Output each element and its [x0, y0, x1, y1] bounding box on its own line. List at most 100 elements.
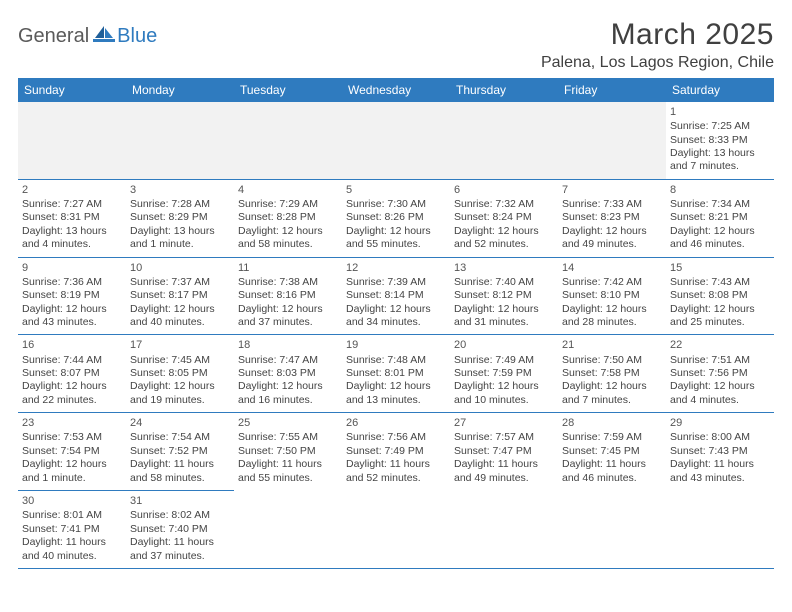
sunrise-text: Sunrise: 7:51 AM — [670, 354, 770, 367]
daylight-text: Daylight: 12 hours and 10 minutes. — [454, 380, 554, 407]
sunset-text: Sunset: 8:17 PM — [130, 289, 230, 302]
day-number: 13 — [454, 261, 554, 275]
page-title: March 2025 — [541, 18, 774, 52]
sunset-text: Sunset: 8:19 PM — [22, 289, 122, 302]
daylight-text: Daylight: 12 hours and 22 minutes. — [22, 380, 122, 407]
sunrise-text: Sunrise: 7:28 AM — [130, 198, 230, 211]
daylight-text: Daylight: 12 hours and 25 minutes. — [670, 303, 770, 330]
calendar-cell-empty — [450, 102, 558, 179]
calendar-cell: 25Sunrise: 7:55 AMSunset: 7:50 PMDayligh… — [234, 413, 342, 491]
day-number: 1 — [670, 105, 770, 119]
daylight-text: Daylight: 11 hours and 43 minutes. — [670, 458, 770, 485]
sunset-text: Sunset: 7:54 PM — [22, 445, 122, 458]
calendar-cell: 7Sunrise: 7:33 AMSunset: 8:23 PMDaylight… — [558, 179, 666, 257]
sunset-text: Sunset: 7:59 PM — [454, 367, 554, 380]
calendar-cell-empty — [450, 491, 558, 569]
day-number: 17 — [130, 338, 230, 352]
calendar-cell: 1Sunrise: 7:25 AMSunset: 8:33 PMDaylight… — [666, 102, 774, 179]
sunrise-text: Sunrise: 7:57 AM — [454, 431, 554, 444]
sunrise-text: Sunrise: 7:59 AM — [562, 431, 662, 444]
sunset-text: Sunset: 8:29 PM — [130, 211, 230, 224]
weekday-header: Monday — [126, 78, 234, 102]
calendar-cell-empty — [126, 102, 234, 179]
daylight-text: Daylight: 12 hours and 4 minutes. — [670, 380, 770, 407]
day-number: 8 — [670, 183, 770, 197]
sunset-text: Sunset: 8:28 PM — [238, 211, 338, 224]
calendar-cell: 30Sunrise: 8:01 AMSunset: 7:41 PMDayligh… — [18, 491, 126, 569]
sunrise-text: Sunrise: 7:33 AM — [562, 198, 662, 211]
sunset-text: Sunset: 8:07 PM — [22, 367, 122, 380]
calendar-cell-empty — [234, 102, 342, 179]
calendar-cell: 15Sunrise: 7:43 AMSunset: 8:08 PMDayligh… — [666, 257, 774, 335]
sunrise-text: Sunrise: 8:01 AM — [22, 509, 122, 522]
day-number: 7 — [562, 183, 662, 197]
sunset-text: Sunset: 7:50 PM — [238, 445, 338, 458]
calendar-cell-empty — [558, 491, 666, 569]
calendar-cell-empty — [342, 491, 450, 569]
sunrise-text: Sunrise: 7:29 AM — [238, 198, 338, 211]
calendar-cell: 31Sunrise: 8:02 AMSunset: 7:40 PMDayligh… — [126, 491, 234, 569]
day-number: 19 — [346, 338, 446, 352]
day-number: 10 — [130, 261, 230, 275]
calendar-cell: 2Sunrise: 7:27 AMSunset: 8:31 PMDaylight… — [18, 179, 126, 257]
calendar-cell: 23Sunrise: 7:53 AMSunset: 7:54 PMDayligh… — [18, 413, 126, 491]
weekday-header: Thursday — [450, 78, 558, 102]
day-number: 20 — [454, 338, 554, 352]
sunrise-text: Sunrise: 7:37 AM — [130, 276, 230, 289]
day-number: 26 — [346, 416, 446, 430]
sunset-text: Sunset: 7:52 PM — [130, 445, 230, 458]
daylight-text: Daylight: 11 hours and 58 minutes. — [130, 458, 230, 485]
logo-text-blue: Blue — [117, 25, 157, 48]
calendar-row: 2Sunrise: 7:27 AMSunset: 8:31 PMDaylight… — [18, 179, 774, 257]
header: General Blue March 2025 Palena, Los Lago… — [18, 18, 774, 72]
calendar-table: SundayMondayTuesdayWednesdayThursdayFrid… — [18, 78, 774, 569]
calendar-row: 30Sunrise: 8:01 AMSunset: 7:41 PMDayligh… — [18, 491, 774, 569]
daylight-text: Daylight: 12 hours and 43 minutes. — [22, 303, 122, 330]
sunrise-text: Sunrise: 7:45 AM — [130, 354, 230, 367]
calendar-cell: 14Sunrise: 7:42 AMSunset: 8:10 PMDayligh… — [558, 257, 666, 335]
day-number: 25 — [238, 416, 338, 430]
daylight-text: Daylight: 13 hours and 7 minutes. — [670, 147, 770, 174]
weekday-header: Wednesday — [342, 78, 450, 102]
sunset-text: Sunset: 8:33 PM — [670, 134, 770, 147]
calendar-cell: 11Sunrise: 7:38 AMSunset: 8:16 PMDayligh… — [234, 257, 342, 335]
calendar-cell: 17Sunrise: 7:45 AMSunset: 8:05 PMDayligh… — [126, 335, 234, 413]
day-number: 6 — [454, 183, 554, 197]
daylight-text: Daylight: 12 hours and 58 minutes. — [238, 225, 338, 252]
sunset-text: Sunset: 7:47 PM — [454, 445, 554, 458]
sunrise-text: Sunrise: 7:49 AM — [454, 354, 554, 367]
daylight-text: Daylight: 12 hours and 37 minutes. — [238, 303, 338, 330]
sunset-text: Sunset: 7:56 PM — [670, 367, 770, 380]
calendar-cell: 5Sunrise: 7:30 AMSunset: 8:26 PMDaylight… — [342, 179, 450, 257]
sunset-text: Sunset: 8:16 PM — [238, 289, 338, 302]
calendar-cell: 4Sunrise: 7:29 AMSunset: 8:28 PMDaylight… — [234, 179, 342, 257]
daylight-text: Daylight: 11 hours and 52 minutes. — [346, 458, 446, 485]
weekday-header: Saturday — [666, 78, 774, 102]
daylight-text: Daylight: 12 hours and 55 minutes. — [346, 225, 446, 252]
day-number: 30 — [22, 494, 122, 508]
calendar-cell: 3Sunrise: 7:28 AMSunset: 8:29 PMDaylight… — [126, 179, 234, 257]
sunrise-text: Sunrise: 7:36 AM — [22, 276, 122, 289]
daylight-text: Daylight: 12 hours and 13 minutes. — [346, 380, 446, 407]
sunrise-text: Sunrise: 7:54 AM — [130, 431, 230, 444]
daylight-text: Daylight: 12 hours and 28 minutes. — [562, 303, 662, 330]
sunset-text: Sunset: 8:08 PM — [670, 289, 770, 302]
day-number: 4 — [238, 183, 338, 197]
daylight-text: Daylight: 12 hours and 16 minutes. — [238, 380, 338, 407]
sunset-text: Sunset: 7:41 PM — [22, 523, 122, 536]
daylight-text: Daylight: 12 hours and 46 minutes. — [670, 225, 770, 252]
calendar-cell: 18Sunrise: 7:47 AMSunset: 8:03 PMDayligh… — [234, 335, 342, 413]
sunset-text: Sunset: 8:26 PM — [346, 211, 446, 224]
sunrise-text: Sunrise: 7:30 AM — [346, 198, 446, 211]
calendar-cell: 29Sunrise: 8:00 AMSunset: 7:43 PMDayligh… — [666, 413, 774, 491]
sunset-text: Sunset: 7:49 PM — [346, 445, 446, 458]
calendar-cell-empty — [342, 102, 450, 179]
sunrise-text: Sunrise: 8:02 AM — [130, 509, 230, 522]
sunrise-text: Sunrise: 7:40 AM — [454, 276, 554, 289]
sunset-text: Sunset: 8:21 PM — [670, 211, 770, 224]
day-number: 9 — [22, 261, 122, 275]
sunrise-text: Sunrise: 8:00 AM — [670, 431, 770, 444]
calendar-cell: 9Sunrise: 7:36 AMSunset: 8:19 PMDaylight… — [18, 257, 126, 335]
sunrise-text: Sunrise: 7:48 AM — [346, 354, 446, 367]
daylight-text: Daylight: 12 hours and 1 minute. — [22, 458, 122, 485]
